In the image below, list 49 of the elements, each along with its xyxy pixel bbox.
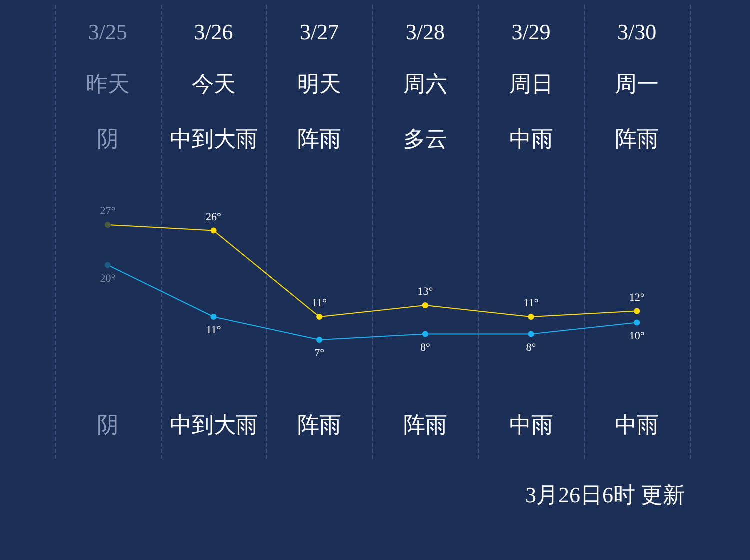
data-label: 26°	[206, 211, 222, 224]
data-label: 27°	[100, 206, 116, 218]
x-tick-label: 3/27	[300, 20, 340, 44]
text: 阴	[96, 412, 119, 438]
text: 阵雨	[298, 412, 342, 438]
text: 阵雨	[615, 126, 660, 152]
text: 周六	[403, 72, 448, 96]
x-tick-label: 3/30	[618, 20, 657, 44]
point	[528, 314, 534, 320]
point	[104, 222, 111, 228]
point	[422, 331, 428, 338]
point	[104, 262, 111, 268]
point	[316, 337, 323, 343]
text: 阴	[96, 126, 119, 152]
text: 中到大雨	[170, 126, 258, 152]
text: 中雨	[509, 126, 554, 152]
text: 3月26日6时 更新	[526, 482, 685, 508]
text: 阵雨	[403, 412, 448, 438]
data-label: 11°	[524, 298, 539, 310]
data-label: 13°	[418, 286, 434, 298]
data-label: 11°	[312, 298, 328, 310]
text: 周一	[615, 72, 660, 96]
text: 中到大雨	[170, 412, 258, 438]
data-label: 8°	[420, 342, 430, 354]
text: 明天	[298, 72, 342, 96]
text: 多云	[403, 126, 448, 152]
data-label: 7°	[314, 348, 325, 360]
point	[422, 302, 428, 308]
text: 昨天	[86, 72, 130, 96]
text: 阵雨	[298, 126, 342, 152]
point	[210, 228, 217, 234]
x-tick-label: 3/25	[88, 20, 128, 44]
data-label: 12°	[629, 292, 645, 304]
point	[528, 331, 534, 338]
text: 今天	[192, 72, 236, 96]
point	[634, 308, 640, 314]
x-tick-label: 3/29	[512, 20, 551, 44]
data-label: 11°	[206, 324, 222, 336]
text: 中雨	[509, 412, 554, 438]
point	[210, 314, 217, 320]
x-tick-label: 3/26	[194, 20, 234, 44]
text: 中雨	[615, 412, 660, 438]
x-tick-label: 3/28	[406, 20, 445, 44]
point	[634, 320, 640, 326]
data-label: 10°	[629, 330, 645, 342]
data-label: 20°	[100, 272, 116, 285]
point	[316, 314, 323, 320]
data-label: 8°	[526, 342, 536, 354]
text: 周日	[509, 72, 554, 96]
